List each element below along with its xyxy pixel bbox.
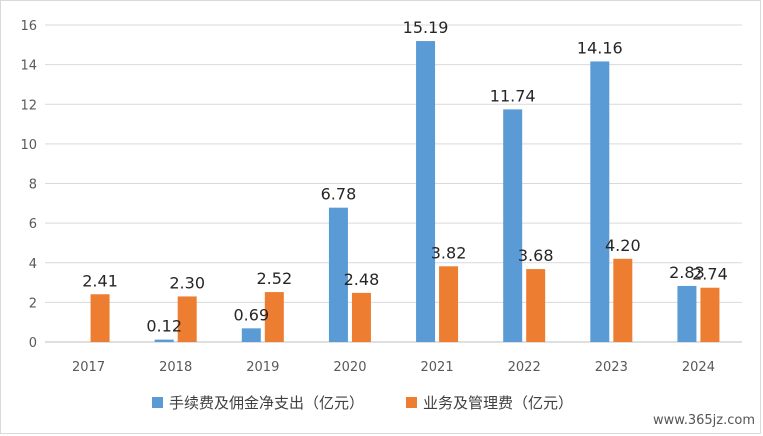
x-tick-label: 2024: [682, 360, 715, 375]
bar-commission-2023: [590, 61, 610, 343]
y-tick-label: 2: [29, 296, 37, 311]
bar-admin-expense-2024: [700, 287, 720, 342]
data-label: 2.74: [692, 265, 728, 284]
bar-admin-expense-2019: [264, 292, 284, 342]
gridlines: [45, 24, 742, 343]
y-tick-label: 12: [20, 98, 37, 113]
bar-commission-2020: [328, 207, 348, 342]
y-tick-label: 16: [20, 19, 37, 34]
bar-admin-expense-2023: [613, 258, 633, 342]
x-tick-label: 2018: [159, 360, 192, 375]
data-labels: 0.12 0.69 6.78 15.19 11.74 14.16 2.83 2.41 2.30 2…: [82, 18, 728, 336]
y-tick-label: 6: [29, 217, 37, 232]
data-label: 3.82: [431, 243, 467, 262]
x-tick-label: 2021: [421, 360, 454, 375]
legend: 手续费及佣金净支出（亿元） 业务及管理费（亿元）: [152, 394, 573, 412]
y-tick-label: 4: [29, 257, 37, 272]
bar-commission-2019: [241, 328, 261, 342]
x-tick-label: 2017: [72, 360, 105, 375]
data-label: 14.16: [577, 38, 623, 57]
x-tick-label: 2022: [508, 360, 541, 375]
data-label: 2.48: [344, 270, 380, 289]
data-label: 0.12: [146, 317, 182, 336]
y-axis-ticks: 0 2 4 6 8 10 12 14 16: [20, 19, 37, 351]
y-tick-label: 14: [20, 59, 37, 74]
legend-label: 手续费及佣金净支出（亿元）: [169, 394, 364, 412]
x-tick-label: 2023: [595, 360, 628, 375]
data-label: 0.69: [234, 305, 270, 324]
bar-admin-expense-2020: [351, 292, 371, 342]
data-label: 2.30: [169, 273, 205, 292]
bar-commission-2022: [503, 109, 523, 343]
legend-label: 业务及管理费（亿元）: [423, 394, 573, 412]
y-tick-label: 8: [29, 178, 37, 193]
x-axis-ticks: 2017 2018 2019 2020 2021 2022 2023 2024: [72, 360, 715, 375]
bars: [90, 41, 720, 343]
data-label: 2.52: [257, 269, 293, 288]
x-tick-label: 2019: [246, 360, 279, 375]
data-label: 15.19: [403, 18, 449, 37]
data-label: 6.78: [321, 185, 357, 204]
bar-admin-expense-2022: [526, 269, 546, 342]
legend-swatch: [406, 397, 417, 408]
bar-admin-expense-2021: [439, 266, 459, 342]
data-label: 11.74: [490, 86, 536, 105]
bar-commission-2024: [677, 285, 697, 342]
watermark: www.365jz.com: [653, 413, 755, 428]
legend-swatch: [152, 397, 163, 408]
y-tick-label: 0: [29, 336, 37, 351]
bar-commission-2018: [154, 339, 174, 342]
data-label: 2.83: [669, 263, 705, 282]
bar-admin-expense-2017: [90, 294, 110, 342]
data-label: 3.68: [518, 246, 554, 265]
data-label: 4.20: [605, 236, 641, 255]
x-tick-label: 2020: [333, 360, 366, 375]
y-tick-label: 10: [20, 138, 37, 153]
bar-commission-2021: [416, 41, 436, 342]
bar-admin-expense-2018: [177, 296, 197, 342]
data-label: 2.41: [82, 271, 118, 290]
